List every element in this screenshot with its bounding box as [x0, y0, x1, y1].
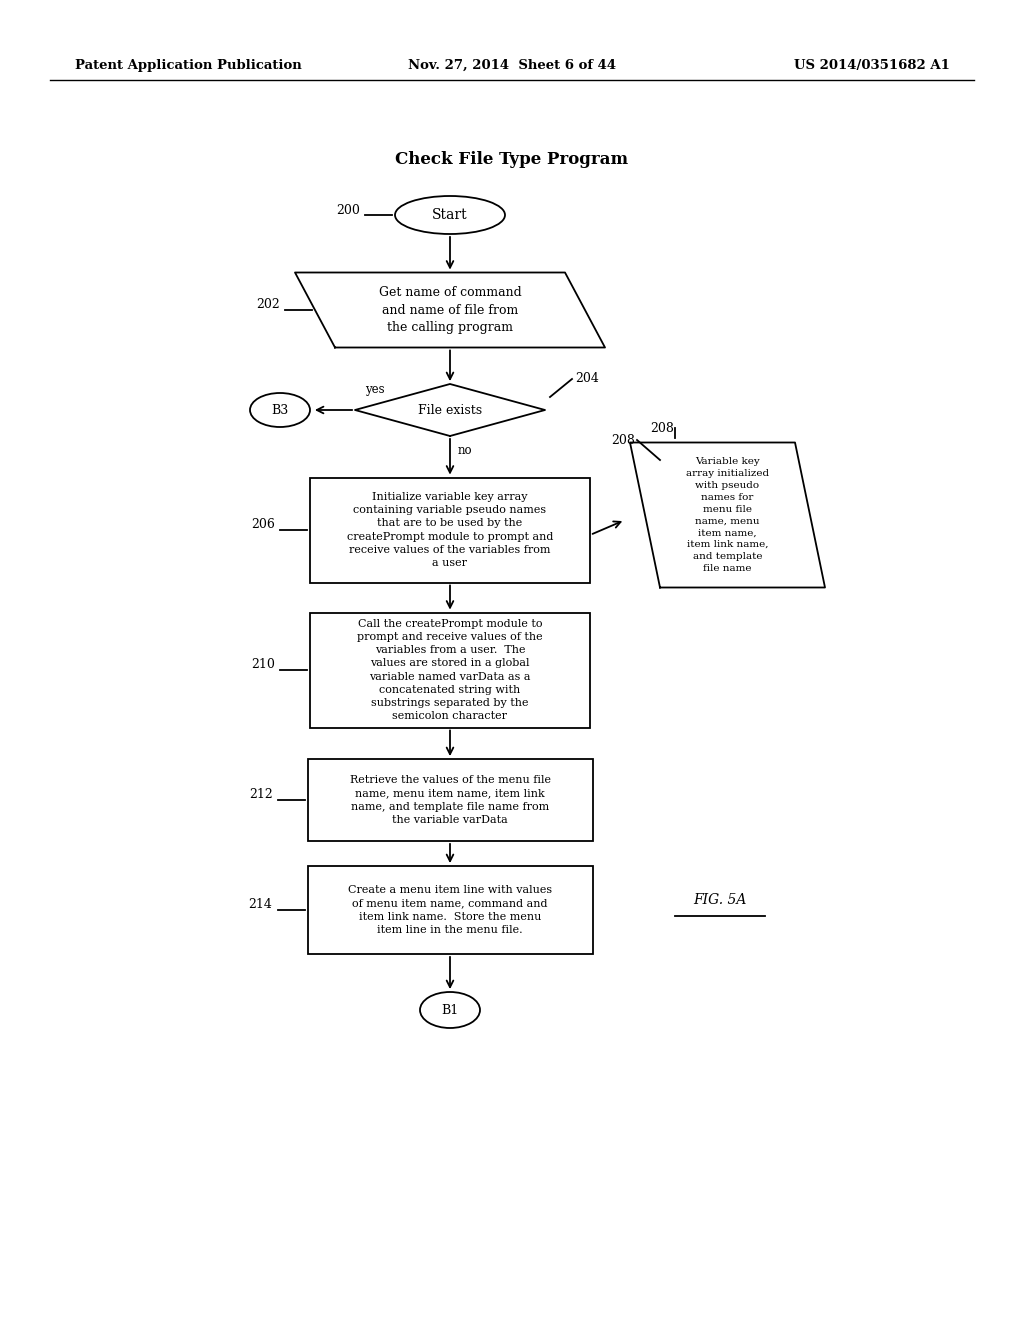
Text: 208: 208 [650, 421, 674, 434]
Text: 212: 212 [249, 788, 272, 801]
Text: 202: 202 [256, 298, 280, 312]
Text: Get name of command
and name of file from
the calling program: Get name of command and name of file fro… [379, 286, 521, 334]
Text: 204: 204 [575, 372, 599, 385]
Text: B3: B3 [271, 404, 289, 417]
Bar [307, 759, 593, 841]
Text: B1: B1 [441, 1003, 459, 1016]
Text: Initialize variable key array
containing variable pseudo names
that are to be us: Initialize variable key array containing… [347, 492, 553, 568]
Text: 200: 200 [336, 203, 360, 216]
Text: Create a menu item line with values
of menu item name, command and
item link nam: Create a menu item line with values of m… [348, 886, 552, 935]
Text: yes: yes [365, 383, 385, 396]
Text: 208: 208 [611, 433, 635, 446]
Text: Nov. 27, 2014  Sheet 6 of 44: Nov. 27, 2014 Sheet 6 of 44 [408, 58, 616, 71]
Text: 210: 210 [251, 659, 275, 672]
Text: no: no [458, 444, 473, 457]
Text: Call the createPrompt module to
prompt and receive values of the
variables from : Call the createPrompt module to prompt a… [357, 619, 543, 721]
Text: Retrieve the values of the menu file
name, menu item name, item link
name, and t: Retrieve the values of the menu file nam… [349, 775, 551, 825]
Text: 206: 206 [251, 519, 275, 532]
Bar [307, 866, 593, 954]
Text: Variable key
array initialized
with pseudo
names for
menu file
name, menu
item n: Variable key array initialized with pseu… [686, 458, 769, 573]
Bar [310, 478, 590, 582]
Text: File exists: File exists [418, 404, 482, 417]
Text: Patent Application Publication: Patent Application Publication [75, 58, 302, 71]
Text: 214: 214 [249, 899, 272, 912]
Bar [310, 612, 590, 727]
Text: FIG. 5A: FIG. 5A [693, 894, 746, 907]
Text: Check File Type Program: Check File Type Program [395, 152, 629, 169]
Text: US 2014/0351682 A1: US 2014/0351682 A1 [795, 58, 950, 71]
Text: Start: Start [432, 209, 468, 222]
